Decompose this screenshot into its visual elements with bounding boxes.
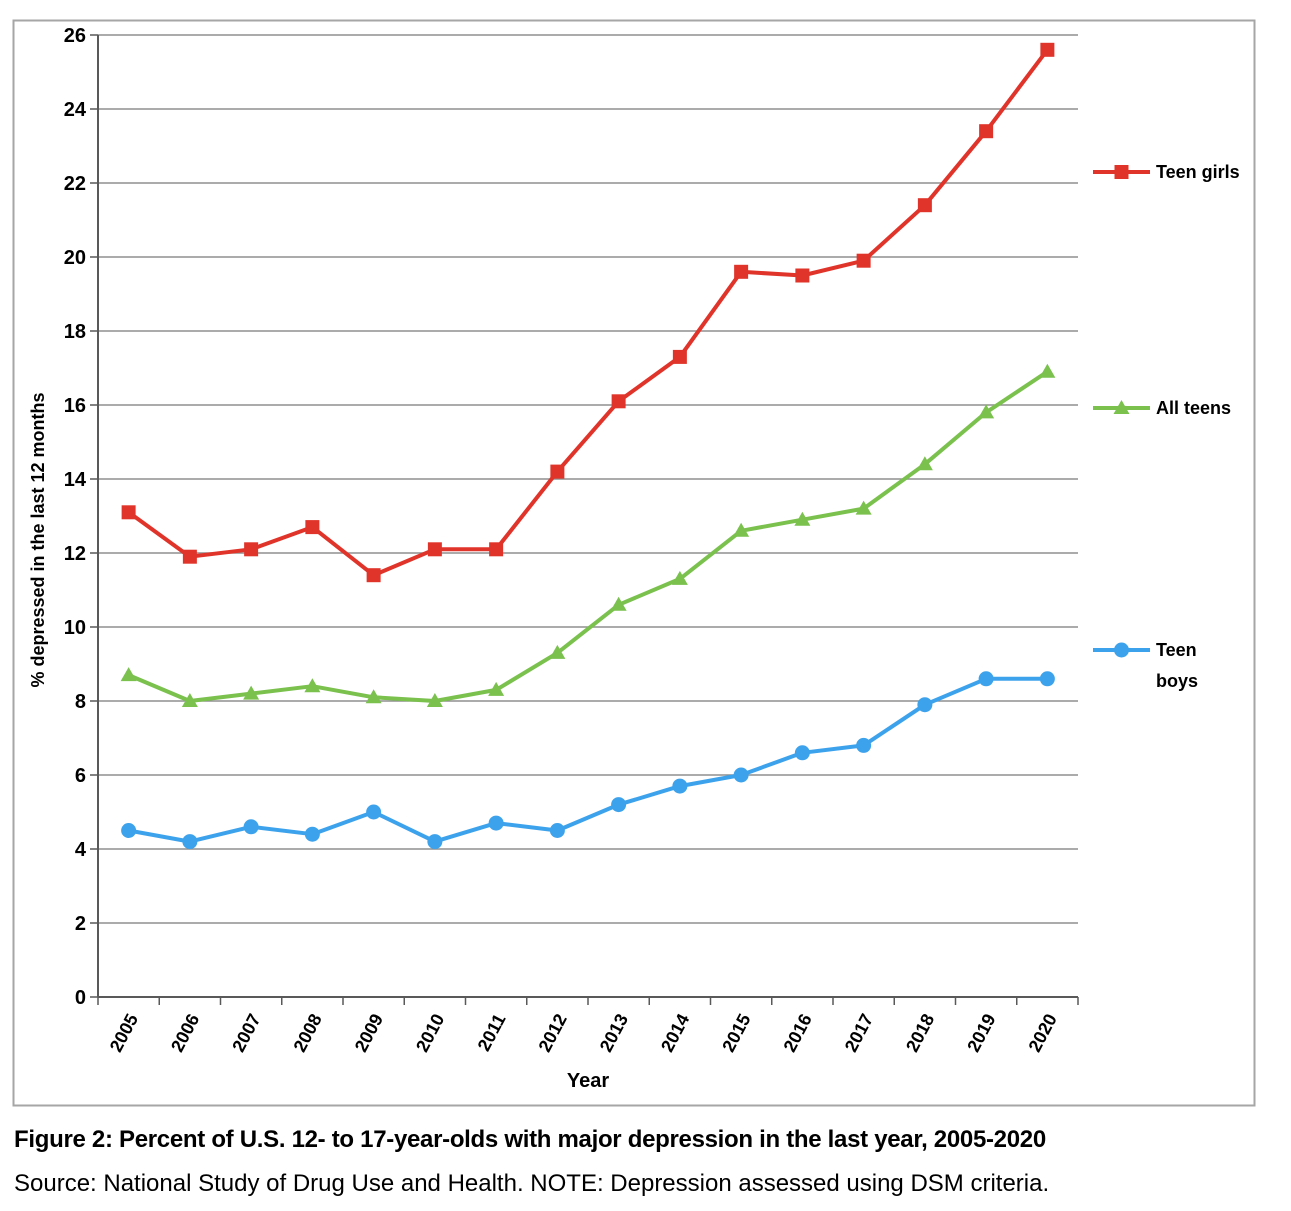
data-point-all-teens-2012 (549, 644, 566, 659)
y-tick-label: 0 (75, 987, 86, 1009)
y-tick-label: 12 (64, 543, 86, 565)
data-point-teen-boys-2005 (121, 823, 137, 838)
y-tick-label: 20 (64, 247, 86, 269)
y-tick-label: 16 (64, 395, 86, 417)
legend-square-icon (1114, 165, 1129, 179)
data-point-teen-girls-2006 (182, 549, 197, 564)
legend-label: Teen (1156, 640, 1197, 660)
y-tick-label: 4 (75, 839, 87, 861)
y-tick-label: 18 (64, 321, 86, 343)
data-point-teen-girls-2017 (856, 253, 871, 268)
data-point-teen-boys-2008 (304, 826, 320, 842)
y-tick-label: 26 (64, 25, 86, 47)
caption-source: Source: National Study of Drug Use and H… (14, 1170, 1050, 1197)
data-point-teen-girls-2015 (734, 264, 749, 279)
data-point-teen-boys-2019 (978, 671, 994, 687)
data-point-teen-boys-2010 (427, 834, 443, 850)
data-point-teen-boys-2016 (794, 745, 810, 761)
data-point-all-teens-2018 (916, 456, 933, 471)
series-all-teens (120, 363, 1056, 707)
legend-circle-icon (1114, 642, 1129, 658)
chart-border (12, 19, 1256, 1107)
data-point-teen-girls-2019 (979, 124, 994, 139)
data-point-teen-girls-2008 (305, 520, 320, 535)
series-teen-boys (121, 671, 1055, 850)
data-point-teen-boys-2017 (856, 737, 872, 753)
data-point-all-teens-2010 (426, 693, 443, 707)
caption-title: Figure 2: Percent of U.S. 12- to 17-year… (14, 1126, 1046, 1153)
data-point-teen-girls-2014 (672, 349, 687, 364)
y-axis-title: % depressed in the last 12 months (28, 392, 48, 687)
data-point-teen-girls-2007 (244, 542, 259, 557)
legend-triangle-icon (1113, 400, 1130, 414)
legend-item-teen-girls: Teen girls (1093, 162, 1240, 182)
data-point-all-teens-2020 (1039, 363, 1056, 378)
data-point-all-teens-2016 (794, 511, 811, 526)
data-point-all-teens-2009 (365, 689, 382, 704)
data-point-teen-boys-2007 (243, 819, 259, 835)
legend-item-all-teens: All teens (1093, 398, 1231, 418)
data-point-all-teens-2017 (855, 500, 872, 515)
y-tick-label: 22 (64, 173, 86, 195)
legend-label: Teen girls (1156, 162, 1240, 182)
legend-item-teen-boys: Teen boys (1093, 640, 1198, 691)
data-point-teen-girls-2018 (917, 198, 932, 213)
data-point-teen-girls-2005 (121, 505, 136, 520)
data-point-teen-boys-2018 (917, 697, 933, 713)
series-teen-girls (121, 42, 1055, 583)
y-tick-label: 14 (64, 469, 87, 491)
data-point-all-teens-2013 (610, 596, 627, 611)
data-point-teen-girls-2020 (1040, 42, 1055, 57)
data-point-teen-boys-2011 (488, 815, 504, 831)
y-tick-label: 10 (64, 617, 86, 639)
y-tick-label: 8 (75, 691, 86, 713)
legend-label: All teens (1156, 398, 1231, 418)
data-point-teen-boys-2006 (182, 834, 198, 850)
data-point-teen-boys-2013 (611, 797, 627, 813)
data-point-teen-girls-2011 (489, 542, 504, 557)
data-point-all-teens-2008 (304, 678, 321, 693)
data-point-teen-boys-2014 (672, 778, 688, 794)
data-point-teen-boys-2009 (366, 804, 382, 820)
y-tick-label: 6 (75, 765, 86, 787)
series-line-teen-girls (126, 47, 1050, 578)
series-line-all-teens (126, 369, 1050, 703)
data-point-all-teens-2011 (488, 681, 505, 696)
y-tick-label: 24 (64, 99, 87, 121)
data-point-teen-girls-2009 (366, 568, 381, 583)
data-point-all-teens-2005 (120, 667, 137, 682)
data-point-teen-girls-2013 (611, 394, 626, 409)
data-point-all-teens-2015 (733, 522, 750, 537)
data-point-all-teens-2014 (671, 570, 688, 585)
y-tick-label: 2 (75, 913, 86, 935)
data-point-all-teens-2007 (243, 685, 260, 700)
figure-caption: Figure 2: Percent of U.S. 12- to 17-year… (14, 1118, 1284, 1206)
data-point-teen-girls-2016 (795, 268, 810, 283)
series-line-teen-boys (126, 676, 1050, 844)
data-point-all-teens-2019 (978, 404, 995, 419)
legend-label: boys (1156, 671, 1198, 691)
data-point-teen-boys-2012 (549, 823, 565, 838)
data-point-teen-girls-2010 (427, 542, 442, 557)
data-point-teen-boys-2020 (1039, 671, 1055, 687)
x-axis-title: Year (567, 1070, 609, 1092)
data-point-teen-girls-2012 (550, 464, 565, 479)
data-point-teen-boys-2015 (733, 767, 749, 783)
data-point-all-teens-2006 (181, 693, 198, 707)
